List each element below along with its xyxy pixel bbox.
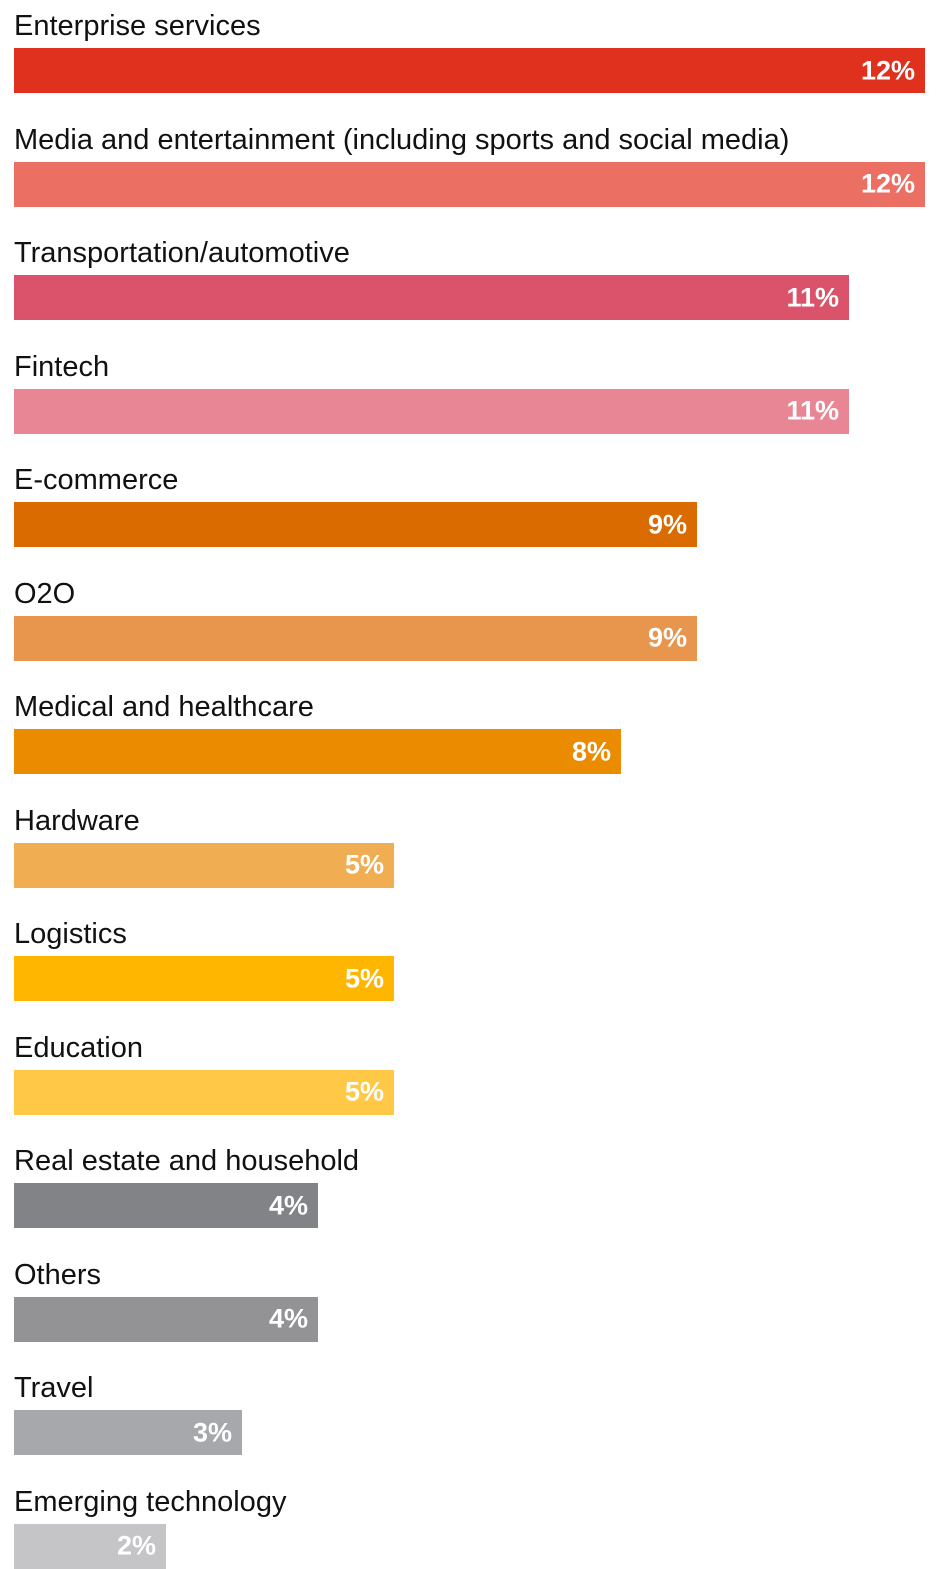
bar: 5% <box>14 1069 394 1115</box>
bar: 4% <box>14 1296 318 1342</box>
bar: 5% <box>14 956 394 1001</box>
bar: 3% <box>14 1410 242 1455</box>
bar: 2% <box>14 1523 166 1569</box>
bar: 11% <box>14 388 849 434</box>
bar: 11% <box>14 275 849 320</box>
category-label: E-commerce <box>14 464 179 496</box>
value-label: 12% <box>860 168 915 199</box>
value-label: 5% <box>344 849 384 880</box>
value-label: 4% <box>268 1303 308 1334</box>
value-label: 11% <box>786 282 839 312</box>
value-label: 12% <box>860 55 915 85</box>
value-label: 3% <box>192 1417 232 1447</box>
bar: 9% <box>14 502 697 547</box>
value-label: 11% <box>786 395 839 426</box>
category-label: Logistics <box>14 918 127 950</box>
bar: 5% <box>14 842 394 888</box>
category-label: Emerging technology <box>14 1485 287 1518</box>
value-label: 8% <box>571 736 611 766</box>
category-label: Enterprise services <box>14 10 261 42</box>
category-label: Hardware <box>14 804 140 837</box>
bar: 9% <box>14 615 697 661</box>
value-label: 9% <box>647 509 687 539</box>
category-label: Travel <box>14 1372 94 1404</box>
category-label: Education <box>14 1031 143 1064</box>
category-label: Others <box>14 1258 102 1291</box>
bar: 12% <box>14 48 925 93</box>
value-label: 2% <box>116 1530 156 1561</box>
category-label: Media and entertainment (including sport… <box>14 123 790 156</box>
bar: 4% <box>14 1183 318 1228</box>
category-label: Transportation/automotive <box>14 237 350 269</box>
bar: 12% <box>14 161 925 207</box>
category-label: Medical and healthcare <box>14 691 314 723</box>
value-label: 9% <box>647 622 687 653</box>
value-label: 4% <box>268 1190 308 1220</box>
category-label: Real estate and household <box>14 1145 360 1177</box>
category-label: Fintech <box>14 350 110 383</box>
category-label: O2O <box>14 577 76 610</box>
value-label: 5% <box>344 1076 384 1107</box>
value-label: 5% <box>344 963 384 993</box>
bar: 8% <box>14 729 621 774</box>
